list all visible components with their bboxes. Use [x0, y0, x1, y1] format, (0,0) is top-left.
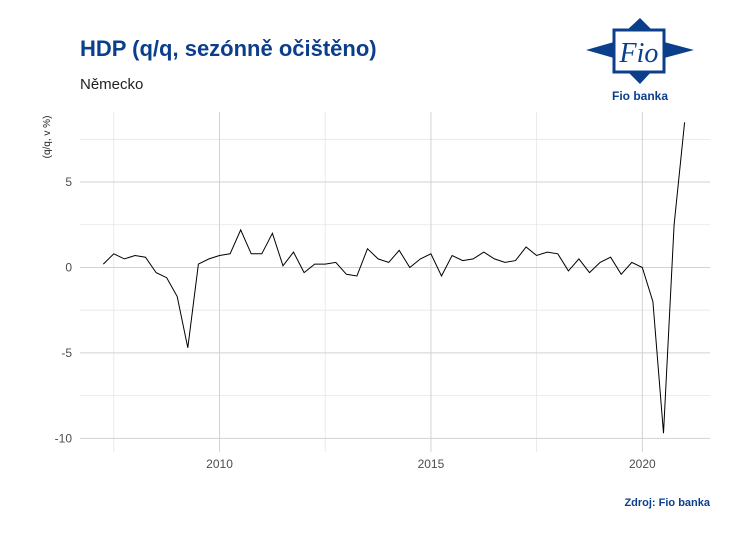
logo-name-text: Fio banka	[612, 89, 668, 103]
y-tick-label: -5	[61, 346, 72, 360]
y-tick-label: -10	[55, 431, 73, 445]
logo-mark-text: Fio	[619, 38, 659, 69]
series-line	[102, 122, 686, 434]
grid-layer	[80, 112, 710, 452]
fio-banka-logo: Fio Fio banka	[586, 18, 694, 103]
y-tick-label: 5	[65, 175, 72, 189]
source-note: Zdroj: Fio banka	[624, 497, 710, 509]
logo-box-shape	[612, 28, 666, 74]
chart-subtitle: Německo	[80, 76, 144, 93]
chart-title: HDP (q/q, sezónně očištěno)	[80, 36, 377, 61]
x-tick-label: 2015	[418, 457, 445, 471]
y-tick-label: 0	[65, 260, 72, 274]
tick-label-layer: 2010 2015 2020 5 0 -5 -10	[55, 175, 656, 471]
y-axis-label: (q/q, v %)	[42, 116, 53, 159]
x-tick-label: 2010	[206, 457, 233, 471]
x-tick-label: 2020	[629, 457, 656, 471]
